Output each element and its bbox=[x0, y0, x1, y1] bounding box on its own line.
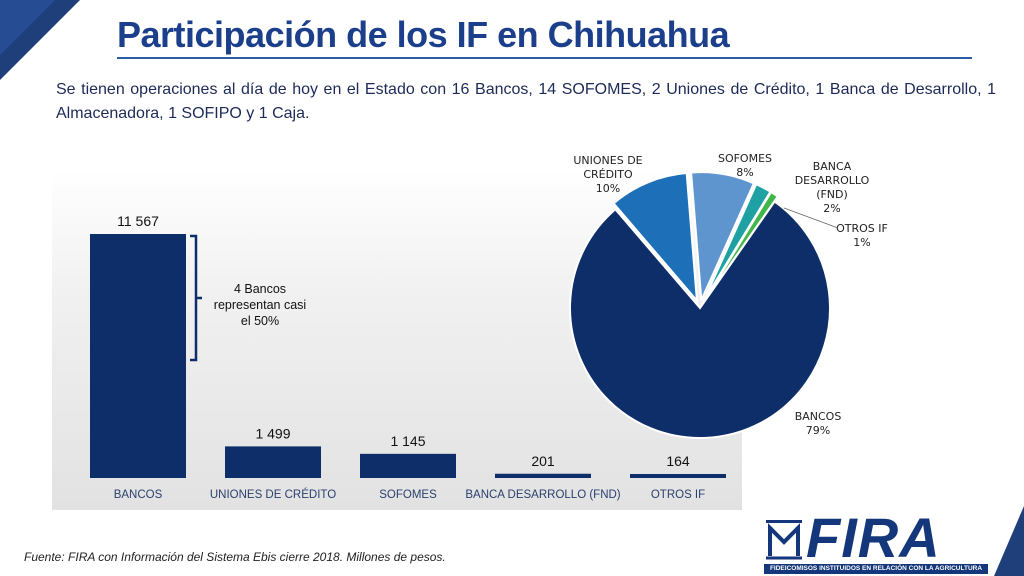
logo-subtext: FIDEICOMISOS INSTITUIDOS EN RELACIÓN CON… bbox=[764, 564, 988, 574]
pie-label: SOFOMES 8% bbox=[718, 152, 772, 179]
title-underline bbox=[117, 57, 972, 59]
bar-category-label: BANCA DESARROLLO (FND) bbox=[465, 489, 620, 501]
bar-4 bbox=[630, 474, 726, 478]
bar-value-label: 11 567 bbox=[117, 213, 159, 229]
bar-category-label: SOFOMES bbox=[379, 489, 437, 501]
pie-leader-line bbox=[783, 207, 839, 229]
source-note: Fuente: FIRA con Información del Sistema… bbox=[24, 550, 446, 564]
pie-label: OTROS IF 1% bbox=[836, 222, 888, 249]
bar-0 bbox=[90, 234, 186, 478]
bar-category-label: OTROS IF bbox=[651, 489, 705, 501]
bracket-line bbox=[190, 234, 202, 362]
annotation-bracket bbox=[190, 234, 202, 362]
pie-slice-1 bbox=[612, 171, 699, 304]
bar-value-label: 1 499 bbox=[255, 425, 290, 441]
bar-value-label: 1 145 bbox=[390, 433, 425, 449]
bar-1 bbox=[225, 446, 321, 478]
bar-chart: 11 567 BANCOS 1 499 UNIONES DE CRÉDITO 1 145… bbox=[90, 213, 726, 501]
corner-decoration-bottom bbox=[994, 506, 1024, 576]
pie-chart: BANCOS 79% UNIONES DE CRÉDITO 10% SOFOMES 8% BA… bbox=[569, 152, 888, 439]
page-subtitle: Se tienen operaciones al día de hoy en e… bbox=[56, 81, 996, 122]
bar-2 bbox=[360, 453, 456, 478]
fira-emblem-icon bbox=[766, 520, 802, 560]
corner-decoration-accent bbox=[0, 0, 55, 55]
bar-category-label: BANCOS bbox=[114, 489, 163, 501]
pie-slice-4 bbox=[703, 190, 780, 302]
page-title: Participación de los IF en Chihuahua bbox=[117, 14, 730, 55]
fira-logo: FIRA FIDEICOMISOS INSTITUIDOS EN RELACIÓ… bbox=[762, 508, 990, 574]
logo-wordmark: FIRA bbox=[806, 506, 941, 569]
pie-label: BANCOS 79% bbox=[795, 410, 842, 437]
pie-slice-2 bbox=[690, 171, 756, 301]
bar-3 bbox=[495, 473, 591, 478]
pie-label: UNIONES DE CRÉDITO 10% bbox=[573, 154, 642, 195]
pie-slice-0 bbox=[569, 200, 831, 439]
bar-value-label: 201 bbox=[531, 453, 555, 469]
pie-label: BANCA DESARROLLO (FND) 2% bbox=[795, 160, 870, 215]
annotation-note: 4 Bancos representan casi el 50% bbox=[213, 282, 307, 328]
bar-value-label: 164 bbox=[666, 453, 690, 469]
bar-category-label: UNIONES DE CRÉDITO bbox=[210, 488, 336, 501]
